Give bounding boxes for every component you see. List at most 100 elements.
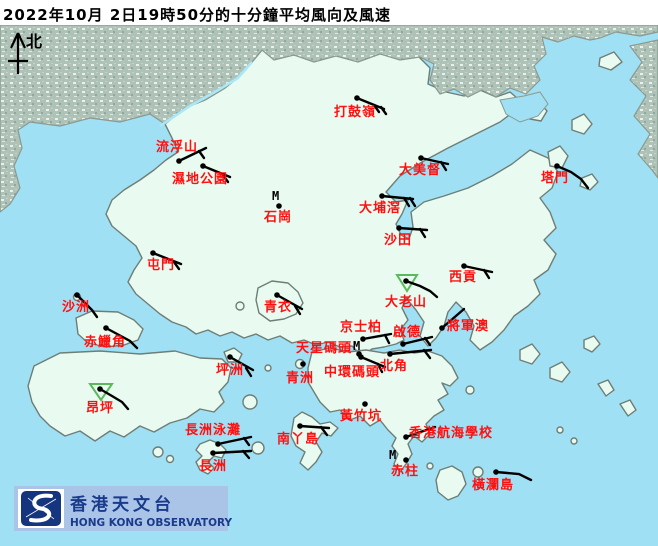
wind-barb-lamma-island <box>298 424 331 430</box>
wind-barb-peng-chau <box>228 355 255 372</box>
station-label-wetland-park: 濕地公園 <box>172 172 229 187</box>
wind-barb-sha-chau <box>75 293 99 319</box>
wind-barb-tsing-yi <box>275 293 304 311</box>
hko-logo-banner: 香港天文台 HONG KONG OBSERVATORY <box>14 486 232 531</box>
wind-barb-lamma-island-feather1 <box>319 425 329 437</box>
wind-barb-lau-fau-shan-feather1 <box>197 149 206 160</box>
station-label-ta-kwu-ling: 打鼓嶺 <box>334 105 377 120</box>
wind-barb-central-pier-feather1 <box>376 362 384 374</box>
station-dot-tai-mei-tuk <box>418 155 424 161</box>
station-dot-kings-park <box>360 336 366 342</box>
lantau-island <box>27 350 232 442</box>
station-label-green-island: 青洲 <box>286 371 315 386</box>
station-label-tap-mun: 塔門 <box>541 171 570 186</box>
hko-logo-icon <box>18 489 64 528</box>
wind-barb-chek-lap-kok <box>104 326 139 350</box>
station-dot-central-pier <box>358 354 364 360</box>
station-label-lamma-island: 南丫島 <box>277 432 320 447</box>
wind-barb-kai-tak <box>401 335 434 346</box>
hko-logo-chinese: 香港天文台 <box>70 495 175 515</box>
station-dot-kai-tak <box>400 341 406 347</box>
wind-barb-kings-park <box>361 332 393 341</box>
wind-barb-tai-mei-tuk <box>419 156 450 166</box>
wind-barb-cheung-chau-beach-feather1 <box>242 436 251 447</box>
wind-barb-north-point-feather1 <box>422 348 432 360</box>
station-dot-sha-tin <box>396 225 402 231</box>
tsing-yi-island <box>255 280 304 322</box>
station-dot-ta-kwu-ling <box>354 95 360 101</box>
wind-barb-ta-kwu-ling <box>355 96 386 111</box>
station-dot-tap-mun <box>554 163 560 169</box>
wind-barb-kai-tak-feather1 <box>423 336 432 347</box>
station-dot-green-island <box>300 361 306 367</box>
wind-barb-tai-po-kau <box>380 194 415 201</box>
station-label-waglan-island: 橫瀾島 <box>472 478 515 493</box>
landmasses <box>27 49 637 501</box>
station-label-kings-park: 京士柏 <box>340 320 383 335</box>
station-label-central-pier: 中環碼頭 <box>324 365 381 380</box>
station-label-star-ferry: 天星碼頭 <box>296 341 353 356</box>
station-dot-chek-lap-kok <box>103 325 109 331</box>
starling-inlet <box>499 91 549 123</box>
station-label-tates-cairn: 大老山 <box>385 295 428 310</box>
cheung-chau-island <box>195 439 227 475</box>
hko-logo-english: HONG KONG OBSERVATORY <box>70 517 233 529</box>
station-label-wong-chuk-hang: 黃竹坑 <box>340 409 383 424</box>
wind-barb-ta-kwu-ling-feather2 <box>379 105 388 116</box>
wind-barb-tseung-kwan-o <box>440 307 466 330</box>
wind-barb-sha-tin-feather1 <box>418 227 427 239</box>
wind-barb-lau-fau-shan <box>177 146 208 163</box>
wind-barb-tai-po-kau-feather1 <box>402 196 411 208</box>
station-dot-peng-chau <box>227 354 233 360</box>
station-label-cheung-chau-beach: 長洲泳灘 <box>185 423 242 438</box>
station-dot-tsing-yi <box>274 292 280 298</box>
wind-barb-tuen-mun <box>151 251 183 266</box>
station-label-chek-lap-kok: 赤鱲角 <box>84 335 127 350</box>
wind-barb-central-pier <box>359 355 387 369</box>
station-dot-wong-chuk-hang <box>362 401 368 407</box>
map-title: 2022年10月 2日19時50分的十分鐘平均風向及風速 <box>3 6 392 24</box>
station-label-hk-sea-school: 香港航海學校 <box>409 426 494 441</box>
wind-barb-ngong-ping <box>98 387 130 411</box>
station-dot-sai-kung <box>461 263 467 269</box>
title-bar: 2022年10月 2日19時50分的十分鐘平均風向及風速 <box>0 0 658 25</box>
station-label-tsing-yi: 青衣 <box>264 300 293 315</box>
station-label-tuen-mun: 屯門 <box>147 258 176 273</box>
mainland-shenzhen-area <box>0 24 658 213</box>
station-label-shek-kong: 石崗 <box>264 210 293 225</box>
wind-barb-sai-kung-feather1 <box>482 268 491 280</box>
wind-barb-cheung-chau-feather1 <box>241 449 251 460</box>
station-dot-sha-chau <box>74 292 80 298</box>
station-dot-wetland-park <box>200 163 206 169</box>
station-label-tseung-kwan-o: 將軍澳 <box>447 319 490 334</box>
station-label-ngong-ping: 昂坪 <box>86 401 115 416</box>
missing-data-marker-shek-kong: M <box>272 189 280 203</box>
station-label-stanley: 赤柱 <box>391 464 420 479</box>
station-dot-shek-kong <box>276 203 282 209</box>
station-dot-ngong-ping <box>97 386 103 392</box>
station-label-sai-kung: 西貢 <box>449 270 478 285</box>
station-dot-lamma-island <box>297 423 303 429</box>
station-symbols-layer <box>74 95 590 482</box>
station-dot-tates-cairn <box>403 278 409 284</box>
wind-barb-sha-tin <box>397 226 429 232</box>
station-dot-lau-fau-shan <box>176 158 182 164</box>
north-arrow-icon <box>8 32 28 74</box>
station-label-peng-chau: 坪洲 <box>216 363 245 378</box>
station-dot-tseung-kwan-o <box>439 325 445 331</box>
wind-barb-wetland-park <box>201 164 232 179</box>
missing-data-marker-stanley: M <box>389 448 397 462</box>
station-label-tai-po-kau: 大埔滘 <box>359 201 402 216</box>
station-label-cheung-chau: 長洲 <box>199 459 228 474</box>
station-dot-north-point <box>387 351 393 357</box>
station-label-kai-tak: 啟德 <box>393 325 422 340</box>
wind-barb-kings-park-feather1 <box>383 333 391 345</box>
wind-barb-ta-kwu-ling-feather1 <box>372 103 381 114</box>
wind-barb-wetland-park-feather1 <box>221 173 230 184</box>
station-dot-cheung-chau <box>210 450 216 456</box>
wind-barb-tai-po-kau-feather2 <box>408 196 417 208</box>
station-label-lau-fau-shan: 流浮山 <box>156 140 199 155</box>
north-label: 北 <box>26 32 43 51</box>
